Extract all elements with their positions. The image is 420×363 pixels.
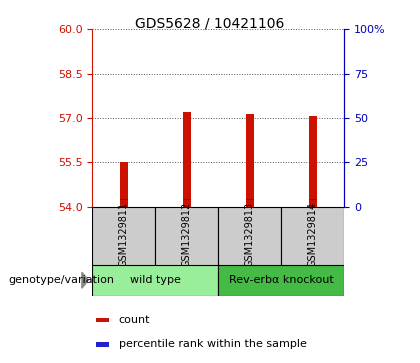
Bar [281,207,344,265]
Bar [120,162,128,207]
Bar [92,207,155,265]
Text: GSM1329811: GSM1329811 [119,202,129,268]
Text: GSM1329812: GSM1329812 [182,202,192,268]
Text: GSM1329814: GSM1329814 [308,202,318,268]
Text: wild type: wild type [130,276,181,285]
Bar [92,265,218,296]
Text: GSM1329813: GSM1329813 [245,202,255,268]
Bar [183,199,191,200]
Bar [218,207,281,265]
Bar [246,199,254,200]
Polygon shape [82,272,88,288]
Bar [155,207,218,265]
Bar [120,199,128,200]
Text: genotype/variation: genotype/variation [8,275,114,285]
Text: Rev-erbα knockout: Rev-erbα knockout [229,276,334,285]
Bar [309,117,317,207]
Bar [309,199,317,200]
Bar [96,318,110,322]
Bar [183,112,191,207]
Text: count: count [119,315,150,325]
Bar [218,265,344,296]
Text: percentile rank within the sample: percentile rank within the sample [119,339,307,349]
Text: GDS5628 / 10421106: GDS5628 / 10421106 [135,16,285,30]
Bar [96,342,110,347]
Bar [246,114,254,207]
